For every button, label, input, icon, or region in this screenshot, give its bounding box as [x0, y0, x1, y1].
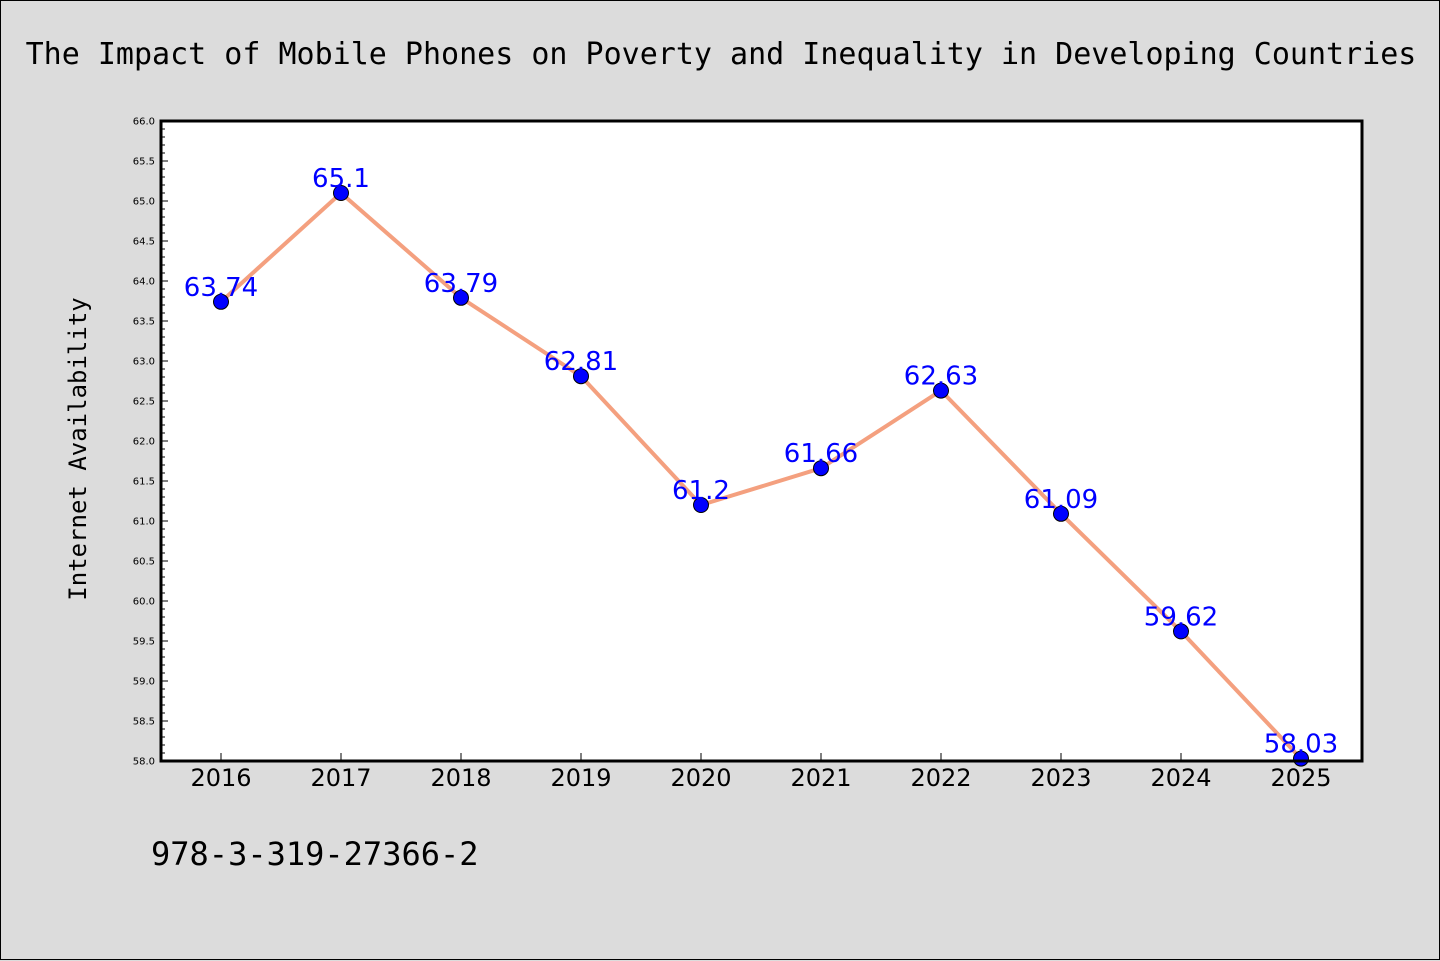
- y-tick-label: 64.0: [133, 277, 155, 288]
- data-point: [213, 293, 229, 310]
- data-label: 63.79: [424, 269, 498, 299]
- x-tick-label: 2018: [430, 764, 491, 792]
- data-point: [333, 185, 349, 201]
- y-tick-label: 62.5: [133, 397, 155, 408]
- x-tick-label: 2025: [1270, 764, 1331, 792]
- data-point: [1053, 505, 1069, 522]
- x-tick-label: 2017: [310, 764, 371, 792]
- data-point: [1173, 623, 1189, 640]
- plot-border: [159, 119, 1364, 763]
- y-tick-label: 62.0: [133, 437, 155, 448]
- y-tick-label: 65.0: [133, 197, 155, 208]
- data-point: [453, 289, 469, 306]
- x-axis: 2016 2017 2018 2019 2020 2021 2022 2023 2024 2025: [190, 753, 1332, 792]
- series-line: [219, 191, 1303, 761]
- data-point: [693, 497, 709, 513]
- data-label: 65.1: [312, 164, 370, 194]
- data-label: 59.62: [1144, 602, 1218, 632]
- data-point: [933, 382, 949, 399]
- data-label: 61.66: [784, 439, 858, 469]
- series-line-group: 63.74 65.1 63.79 62.81 61.2 61.66 62.63 61.09 59…: [184, 164, 1338, 767]
- data-label: 61.2: [672, 476, 730, 506]
- y-tick-label: 59.0: [133, 677, 155, 688]
- x-tick-label: 2023: [1030, 764, 1091, 792]
- data-label: 61.09: [1024, 485, 1098, 515]
- y-tick-label: 58.0: [133, 757, 155, 768]
- data-label: 63.74: [184, 273, 258, 303]
- x-tick-label: 2020: [670, 764, 731, 792]
- isbn-footer: 978-3-319-27366-2: [151, 835, 479, 873]
- x-tick-label: 2016: [190, 764, 251, 792]
- x-tick-label: 2019: [550, 764, 611, 792]
- y-tick-label: 64.5: [133, 237, 155, 248]
- data-label: 58.03: [1264, 730, 1338, 760]
- y-tick-label: 61.0: [133, 517, 155, 528]
- y-tick-label: 59.5: [133, 637, 155, 648]
- data-label: 62.63: [904, 362, 978, 392]
- x-tick-label: 2021: [790, 764, 851, 792]
- plot-area: [161, 121, 1362, 761]
- data-label: 62.81: [544, 347, 618, 377]
- y-tick-label: 60.5: [133, 557, 155, 568]
- y-tick-label: 61.5: [133, 477, 155, 488]
- chart-title: The Impact of Mobile Phones on Poverty a…: [26, 37, 1417, 72]
- x-tick-label: 2022: [910, 764, 971, 792]
- y-tick-label: 60.0: [133, 597, 155, 608]
- y-tick-label: 66.0: [133, 117, 155, 128]
- data-point: [813, 460, 829, 477]
- y-tick-label: 63.0: [133, 357, 155, 368]
- y-tick-label: 65.5: [133, 157, 155, 168]
- data-point: [573, 368, 589, 385]
- y-tick-label: 58.5: [133, 717, 155, 728]
- y-axis-label: Internet Availability: [64, 297, 92, 600]
- y-tick-label: 63.5: [133, 317, 155, 328]
- x-tick-label: 2024: [1150, 764, 1211, 792]
